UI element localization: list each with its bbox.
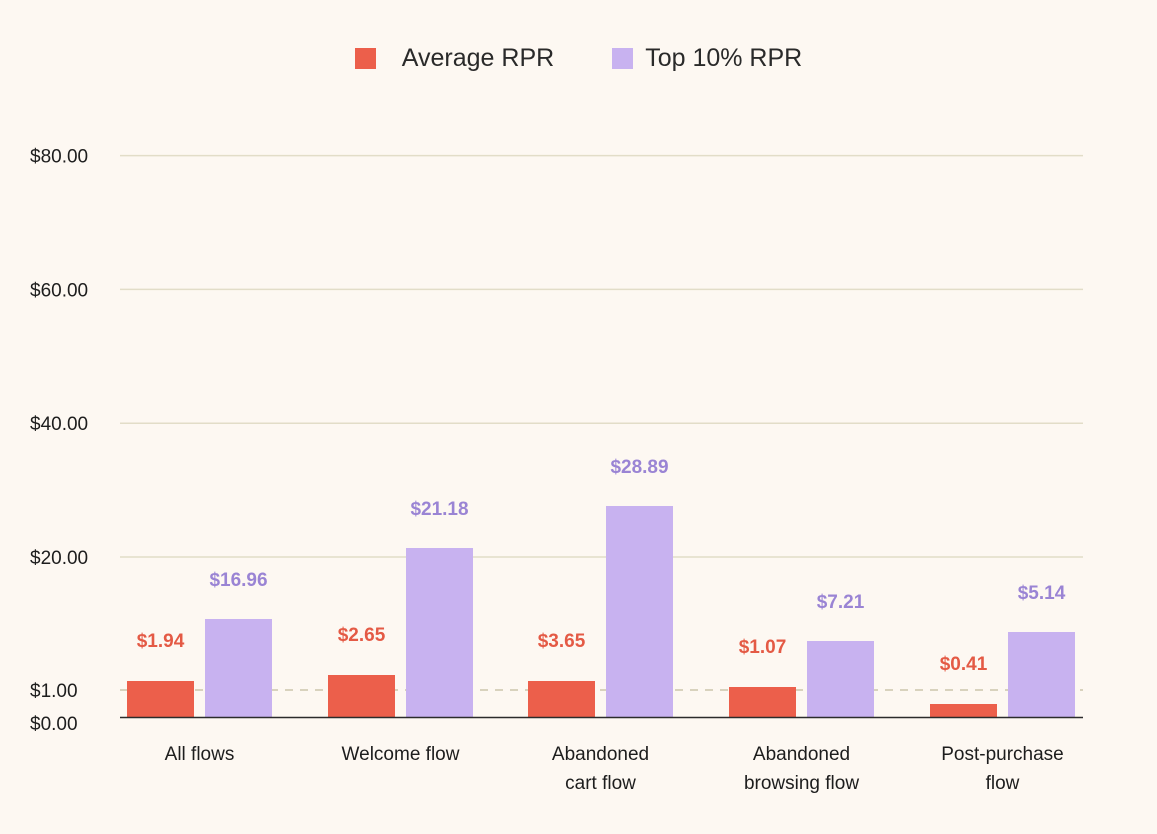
y-tick-label: $60.00 (30, 280, 88, 301)
x-category-label-line: Post-purchase (941, 744, 1064, 765)
y-tick-label: $80.00 (30, 147, 88, 168)
y-tick-label: $40.00 (30, 414, 88, 435)
y-tick-label: $0.00 (30, 714, 78, 735)
data-label-average: $1.94 (137, 631, 185, 652)
data-label-top10: $7.21 (817, 592, 865, 613)
bar-top10 (807, 641, 874, 718)
legend-label-top: Top 10% RPR (645, 44, 803, 72)
x-category-label-line: browsing flow (744, 773, 859, 794)
legend-swatch-top (612, 48, 634, 69)
bar-top10 (606, 506, 673, 718)
data-label-top10: $21.18 (410, 499, 468, 520)
legend-swatch-average (354, 48, 376, 69)
data-label-top10: $16.96 (209, 570, 267, 591)
bar-top10 (205, 619, 272, 718)
bar-average (328, 675, 395, 718)
x-category-label: Abandoned browsing flow (744, 744, 859, 794)
data-label-average: $1.07 (739, 637, 787, 658)
data-label-average: $3.65 (538, 631, 586, 652)
bar-average (127, 681, 194, 718)
data-label-top10: $28.89 (610, 457, 668, 478)
bar-top10 (1008, 632, 1075, 718)
x-category-label-line: flow (986, 773, 1020, 794)
data-label-top10: $5.14 (1018, 583, 1066, 604)
data-label-average: $0.41 (940, 654, 988, 675)
data-label-average: $2.65 (338, 625, 386, 646)
bar-average (930, 704, 997, 718)
bar-top10 (406, 548, 473, 718)
legend-item-average-rpr: Average RPR (354, 44, 555, 73)
x-category-label: All flows (165, 744, 235, 765)
x-category-label-line: Abandoned (753, 744, 850, 765)
x-category-label: Abandoned cart flow (552, 744, 649, 794)
y-tick-label: $1.00 (30, 681, 78, 702)
chart-legend: Average RPR Top 10% RPR (0, 44, 1157, 73)
x-category-label-line: Abandoned (552, 744, 649, 765)
x-category-label: Welcome flow (342, 744, 460, 765)
bar-average (528, 681, 595, 718)
legend-label-average: Average RPR (401, 44, 555, 72)
bar-average (729, 687, 796, 718)
x-category-label-line: Welcome flow (342, 744, 460, 765)
x-category-label-line: cart flow (565, 773, 636, 794)
legend-item-top-rpr: Top 10% RPR (612, 44, 802, 73)
x-category-label: Post-purchase flow (941, 744, 1064, 794)
y-tick-label: $20.00 (30, 548, 88, 569)
x-category-label-line: All flows (165, 744, 235, 765)
